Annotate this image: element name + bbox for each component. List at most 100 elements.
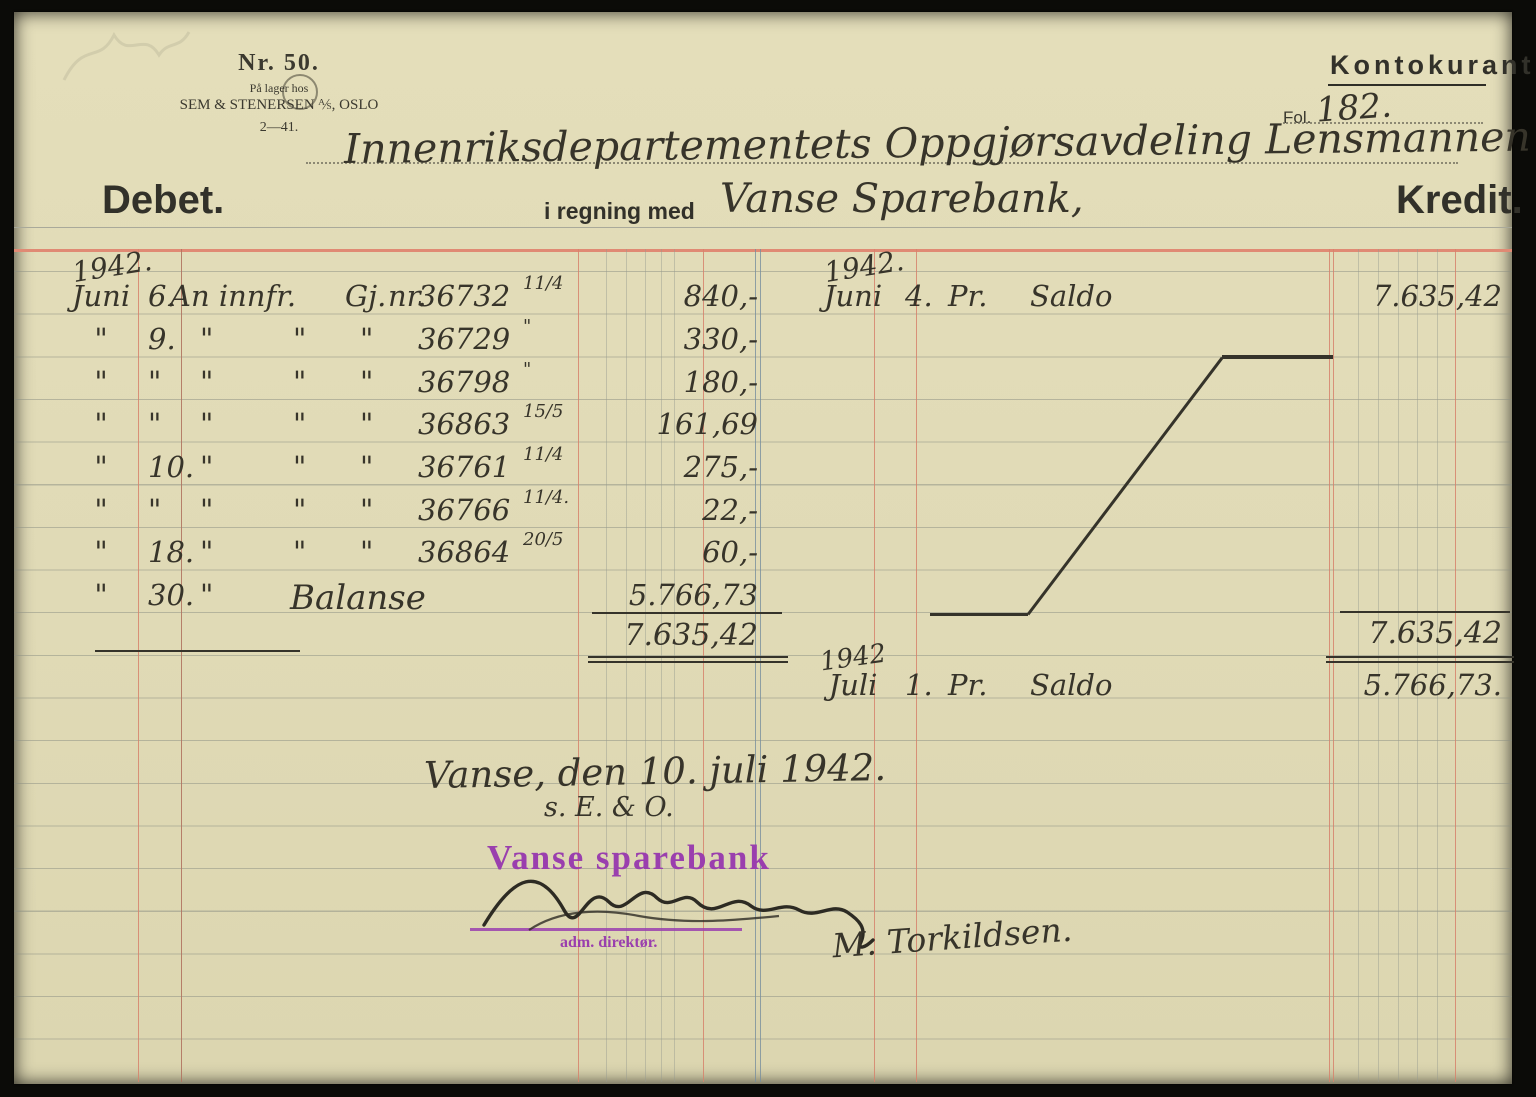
column-rule [1417,249,1418,1082]
cell-text: " [293,450,307,484]
column-rule [674,249,675,1082]
printer-plate: Nr. 50. På lager hos SEM & STENERSEN ⅍, … [144,50,414,136]
cell-text: " [360,450,374,484]
ledger-row: " 18. " " " 36864 20/5 60,- [14,529,794,575]
cell-date-fraction: " [523,359,532,380]
cell-day: 6. [148,279,176,313]
column-rule [578,249,579,1082]
cell-month: Juli [828,668,878,702]
cell-voucher-number: 36732 [418,279,511,313]
cell-text: " [360,493,374,527]
cell-amount: 161,69 [656,407,758,441]
cell-text: " [360,365,374,399]
cell-text: Gj. [345,279,387,313]
plate-line3: SEM & STENERSEN ⅍, OSLO [179,97,379,113]
folio-dotted-line [1283,108,1483,124]
title-dotted-line [306,148,1458,164]
account-holder: Vanse Sparebank, [720,176,1084,222]
cell-text: " [200,407,214,441]
kredit-total-rule [1326,656,1514,658]
place-date-line: Vanse, den 10. juli 1942. [423,745,887,798]
kredit-total: 7.635,42 [1368,616,1502,651]
cell-day: 4. [905,279,933,313]
column-rule [626,249,627,1082]
cell-text: " [200,450,214,484]
director-signature [482,879,875,949]
cell-day: 9. [148,322,176,356]
closing-line-bottom [930,613,1028,616]
debet-total-rule [588,656,788,658]
ledger-row: " " " " " 36863 15/5 161,69 [14,401,794,447]
debet-left-closing-rule [95,650,300,652]
i-regning-med-label: i regning med [544,198,695,224]
cell-month: " [94,535,108,569]
cell-month: " [94,365,108,399]
seo-abbreviation: s. E. & O. [544,792,674,823]
cell-amount: 840,- [683,279,758,313]
cell-text: " [200,322,214,356]
cell-text: " [293,535,307,569]
column-rule [181,249,182,1082]
cell-day: 1. [905,668,933,702]
cell-text: An innfr. [170,279,297,313]
cell-text: " [360,535,374,569]
cell-voucher-number: 36761 [418,450,511,484]
cell-voucher-number: 36864 [418,535,511,569]
center-divider [760,249,761,1082]
cell-month: " [94,450,108,484]
kredit-subtotal-rule [1340,611,1510,613]
cell-day: " [148,493,162,527]
cell-description: Saldo [1030,668,1113,702]
ledger-row: " " " " " 36798 " 180,- [14,359,794,405]
cell-date-fraction: 11/4. [523,487,570,508]
cell-text: " [293,407,307,441]
cell-day: " [148,407,162,441]
cell-date-fraction: 20/5 [523,529,564,550]
bank-stamp-role: adm. direktør. [560,934,658,951]
ledger-row: " 9. " " " 36729 " 330,- [14,316,794,362]
cell-month: Juni [71,279,131,313]
header-rule [14,227,1512,228]
ledger-row: Juni 4. Pr. Saldo 7.635,42 [14,279,1512,319]
debet-total-rule2 [588,661,788,663]
debet-total: 7.635,42 [624,618,758,653]
cell-amount: 330,- [683,322,758,356]
column-rule [874,249,875,1082]
cell-amount: 5.766,73 [628,578,758,612]
kredit-total-rule2 [1326,661,1514,663]
cell-text: " [200,578,214,612]
column-rule [1358,249,1359,1082]
cell-text: " [360,407,374,441]
cell-day: 30. [148,578,195,612]
cell-description: Saldo [1030,279,1113,313]
cell-text: " [293,365,307,399]
cell-text: " [293,322,307,356]
printer-logo-stamp [282,74,318,110]
cell-voucher-number: 36766 [418,493,511,527]
debet-subtotal-rule [592,612,782,614]
column-rule [138,249,139,1082]
kontokurant-underline [1328,84,1486,86]
cell-amount: 180,- [683,365,758,399]
plate-number: Nr. 50. [238,50,320,76]
cell-month: " [94,322,108,356]
ledger-row: " 30. " Balanse 5.766,73 [14,578,794,618]
column-rule [1437,249,1438,1082]
cell-month: " [94,578,108,612]
ledger-row: Juni 6. An innfr. Gj. nr. 36732 11/4 840… [14,273,794,319]
cell-day: 10. [148,450,195,484]
bank-stamp-underline [470,928,742,931]
column-rule [916,249,917,1082]
column-rule [1378,249,1379,1082]
cell-text: nr. [388,279,427,313]
cell-month: " [94,493,108,527]
cell-amount: 5.766,73. [1363,668,1502,702]
table-top-red-rule [14,249,1512,252]
column-rule [1329,249,1330,1082]
cell-text: " [360,322,374,356]
bank-stamp-name: Vanse sparebank [487,838,771,877]
cell-amount: 60,- [702,535,758,569]
cell-amount: 22,- [702,493,758,527]
cell-date-fraction: 11/4 [523,273,564,294]
